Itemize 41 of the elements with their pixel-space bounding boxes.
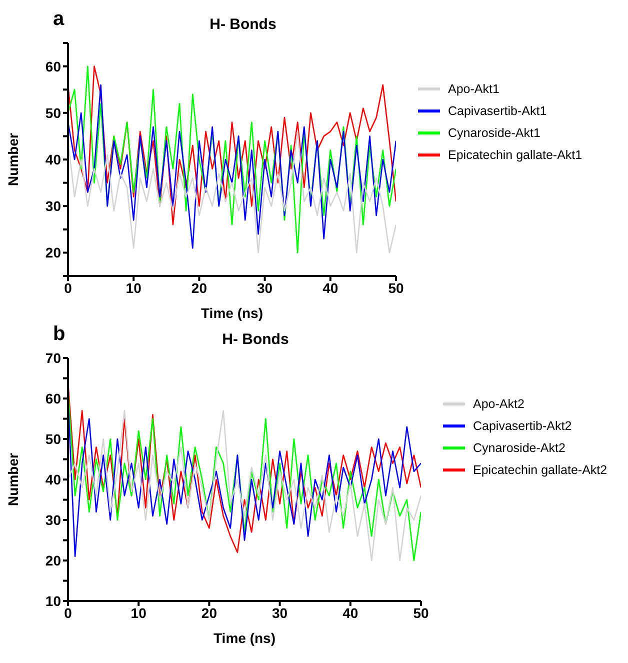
x-tick-label: 10 (130, 604, 147, 621)
chart-title: H- Bonds (221, 331, 290, 348)
x-axis-title: Time (ns) (201, 305, 263, 321)
y-tick-label: 50 (45, 104, 62, 121)
y-tick-label: 60 (45, 390, 62, 406)
text: b (53, 323, 66, 346)
text: a (53, 8, 64, 31)
legend-label: Apo-Akt2 (473, 397, 524, 411)
legend-label: Epicatechin gallate-Akt2 (473, 463, 608, 477)
legend-label: Apo-Akt1 (448, 82, 500, 96)
x-tick-label: 0 (64, 280, 72, 296)
y-tick-label: 40 (45, 151, 62, 168)
x-tick-label: 30 (257, 280, 273, 296)
chart-title: H- Bonds (208, 16, 278, 33)
line-series (68, 130, 396, 254)
x-tick-label: 20 (191, 280, 208, 296)
legend-label: Epicatechin gallate-Akt1 (448, 148, 582, 162)
y-tick-label: 30 (45, 512, 62, 528)
y-axis-title: Number (4, 452, 21, 506)
x-tick-label: 30 (272, 604, 288, 621)
x-tick-label: 10 (126, 280, 142, 296)
x-tick-label: 20 (201, 604, 218, 621)
y-tick-label: 20 (45, 552, 62, 568)
y-tick-label: 70 (45, 350, 62, 366)
legend-label: Capivasertib-Akt1 (448, 104, 547, 118)
legend-label: Cynaroside-Akt1 (448, 126, 540, 140)
x-tick-label: 50 (388, 280, 404, 296)
x-tick-label: 0 (64, 604, 72, 621)
y-axis-title: Number (4, 132, 21, 186)
y-tick-label: 60 (45, 58, 62, 74)
x-axis-title: Time (ns) (214, 630, 276, 646)
y-tick-label: 40 (45, 471, 62, 488)
y-tick-label: 30 (45, 198, 62, 214)
x-tick-label: 40 (342, 604, 358, 621)
x-tick-label: 50 (413, 604, 429, 621)
legend-label: Cynaroside-Akt2 (473, 441, 566, 455)
y-tick-label: 50 (45, 430, 62, 447)
legend-label: Capivasertib-Akt2 (473, 419, 572, 433)
x-tick-label: 40 (322, 280, 338, 296)
y-tick-label: 20 (45, 244, 62, 261)
y-tick-label: 10 (45, 592, 62, 609)
